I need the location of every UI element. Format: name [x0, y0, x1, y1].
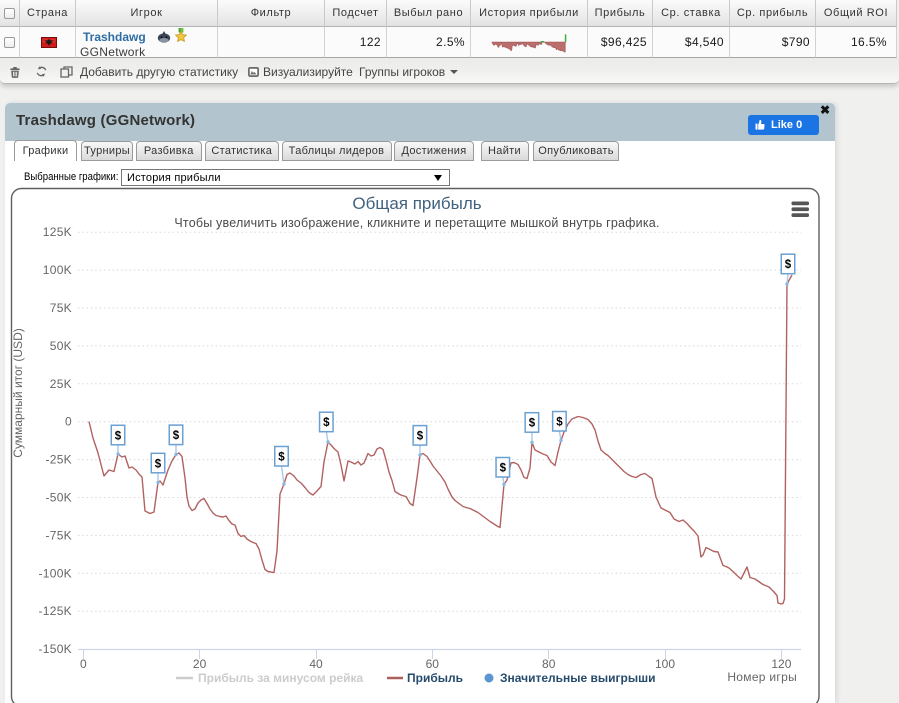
svg-text:Прибыль: Прибыль: [407, 671, 463, 685]
svg-text:-25K: -25K: [45, 453, 72, 467]
svg-text:-125K: -125K: [38, 604, 72, 618]
svg-text:Чтобы увеличить изображение, к: Чтобы увеличить изображение, кликните и …: [174, 216, 659, 230]
svg-text:-100K: -100K: [38, 566, 72, 580]
svg-text:Общая прибыль: Общая прибыль: [352, 194, 481, 213]
svg-text:$: $: [278, 452, 285, 464]
svg-text:125K: 125K: [43, 225, 72, 239]
svg-text:$: $: [785, 259, 792, 271]
svg-text:Суммарный итог (USD): Суммарный итог (USD): [11, 328, 25, 457]
svg-text:0: 0: [80, 657, 87, 671]
svg-text:50K: 50K: [50, 339, 72, 353]
svg-text:100: 100: [655, 657, 675, 671]
svg-text:$: $: [323, 417, 330, 429]
svg-text:25K: 25K: [50, 377, 72, 391]
svg-text:-75K: -75K: [45, 528, 72, 542]
svg-text:-50K: -50K: [45, 491, 72, 505]
svg-text:$: $: [500, 463, 507, 475]
svg-text:-150K: -150K: [38, 642, 72, 656]
svg-text:0: 0: [65, 415, 72, 429]
svg-text:75K: 75K: [50, 301, 72, 315]
svg-text:Прибыль за минусом рейка: Прибыль за минусом рейка: [198, 671, 363, 685]
svg-text:$: $: [529, 418, 536, 430]
svg-text:80: 80: [542, 657, 556, 671]
svg-text:40: 40: [309, 657, 323, 671]
svg-text:$: $: [417, 431, 424, 443]
svg-text:$: $: [155, 458, 162, 470]
svg-text:$: $: [556, 417, 563, 429]
svg-text:Номер игры: Номер игры: [727, 670, 797, 684]
svg-text:$: $: [115, 430, 122, 442]
svg-text:100K: 100K: [43, 263, 72, 277]
svg-text:Значительные выигрыши: Значительные выигрыши: [500, 671, 656, 685]
svg-text:20: 20: [193, 657, 207, 671]
svg-text:60: 60: [426, 657, 440, 671]
svg-text:120: 120: [771, 657, 791, 671]
svg-text:$: $: [173, 430, 180, 442]
